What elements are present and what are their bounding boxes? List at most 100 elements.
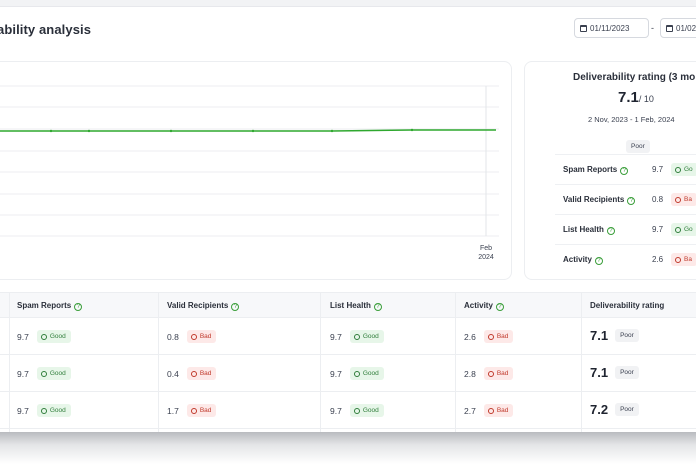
rating-row-value: 0.8 (652, 195, 664, 204)
help-circle-icon[interactable]: ? (74, 303, 83, 311)
poor-badge: Poor (615, 329, 639, 342)
smile-face-icon (675, 226, 681, 233)
help-circle-icon[interactable]: ? (594, 257, 603, 265)
cell-value: 9.7 (330, 368, 342, 379)
sad-face-icon (487, 333, 494, 340)
cell-health: 9.7 Good (330, 330, 384, 343)
column-divider (9, 292, 10, 432)
date-separator: - (651, 23, 654, 33)
badge-text: Bad (199, 407, 212, 414)
header-valid-recipients[interactable]: Valid Recipients? (167, 301, 240, 311)
help-circle-icon[interactable]: ? (495, 303, 504, 311)
sad-face-icon (190, 370, 197, 377)
cell-spam: 9.7 Good (17, 404, 71, 417)
smile-face-icon (40, 333, 47, 340)
bad-badge: Bad (186, 330, 217, 343)
smile-face-icon (353, 370, 360, 377)
rating-card-title: Deliverability rating (3 mo (573, 72, 696, 83)
cell-rating: 7.1 Poor (590, 365, 639, 380)
x-tick-label-month: Feb (480, 245, 492, 252)
header-text: List Health (330, 301, 371, 310)
cell-rating: 7.1 Poor (590, 328, 639, 343)
badge-text: Bad (496, 333, 509, 340)
calendar-icon (580, 24, 587, 32)
cell-value: 9.7 (17, 331, 29, 342)
date-to-input[interactable]: 01/02 (660, 18, 696, 38)
column-divider (158, 292, 159, 432)
rating-row-label: Activity? (563, 255, 603, 265)
badge-text: Bad (199, 333, 212, 340)
sad-face-icon (487, 407, 494, 414)
cell-value: 9.7 (17, 368, 29, 379)
bad-badge: Bad (483, 367, 514, 380)
table-row[interactable]: 9.7 Good 1.7 Bad 9.7 Good 2.7 Bad 7.2 Poor (0, 392, 696, 429)
good-badge: Good (36, 330, 71, 343)
smile-face-icon (40, 407, 47, 414)
cell-value: 2.6 (464, 331, 476, 342)
bad-badge: Bad (483, 330, 514, 343)
help-circle-icon[interactable]: ? (231, 303, 240, 311)
badge-text: Good (49, 370, 66, 377)
sad-face-icon (487, 370, 494, 377)
cell-rating: 7.2 Poor (590, 402, 639, 417)
cell-value: 0.4 (167, 368, 179, 379)
table-header: Spam Reports? Valid Recipients? List Hea… (0, 292, 696, 318)
cell-value: 1.7 (167, 405, 179, 416)
smile-face-icon (675, 166, 681, 173)
smile-face-icon (353, 333, 360, 340)
good-badge: Good (349, 367, 384, 380)
calendar-icon (666, 24, 673, 32)
badge-text: Ba (684, 256, 692, 263)
cell-valid: 0.4 Bad (167, 367, 217, 380)
cell-activity: 2.7 Bad (464, 404, 514, 417)
header-spam-reports[interactable]: Spam Reports? (17, 301, 83, 311)
cell-value: 9.7 (330, 331, 342, 342)
rating-score: 7.1/ 10 (618, 89, 654, 106)
help-circle-icon[interactable]: ? (606, 227, 615, 235)
column-divider (455, 292, 456, 432)
data-point (251, 129, 255, 133)
header-deliverability-rating[interactable]: Deliverability rating (590, 301, 665, 310)
cell-value: 0.8 (167, 331, 179, 342)
rating-row-value: 9.7 (652, 165, 664, 174)
header-text: Spam Reports (17, 301, 72, 310)
bad-badge: Bad (186, 367, 217, 380)
rating-card: Deliverability rating (3 mo 7.1/ 10 2 No… (524, 61, 696, 280)
badge-text: Go (684, 226, 693, 233)
cell-health: 9.7 Good (330, 404, 384, 417)
chart-gridlines (0, 85, 499, 237)
badge-text: Go (684, 166, 693, 173)
good-badge: Good (36, 367, 71, 380)
header-activity[interactable]: Activity? (464, 301, 504, 311)
table-row[interactable]: 9.7 Good 0.4 Bad 9.7 Good 2.8 Bad 7.1 Poor (0, 355, 696, 392)
cell-spam: 9.7 Good (17, 367, 71, 380)
good-badge: Good (349, 404, 384, 417)
badge-text: Good (362, 370, 379, 377)
cell-valid: 1.7 Bad (167, 404, 217, 417)
badge-text: Good (362, 407, 379, 414)
metrics-table: Spam Reports? Valid Recipients? List Hea… (0, 292, 696, 432)
rating-row-label-text: Activity (563, 255, 592, 264)
good-badge: Good (349, 330, 384, 343)
smile-face-icon (353, 407, 360, 414)
header-text: Activity (464, 301, 493, 310)
smile-face-icon (40, 370, 47, 377)
table-row[interactable]: 9.7 Good 0.8 Bad 9.7 Good 2.6 Bad 7.1 Poor (0, 318, 696, 355)
rating-date-range: 2 Nov, 2023 - 1 Feb, 2024 (588, 115, 675, 124)
sad-face-icon (190, 333, 197, 340)
help-circle-icon[interactable]: ? (620, 167, 629, 175)
badge-text: Good (49, 333, 66, 340)
page-title: ability analysis (0, 22, 92, 37)
bad-badge: Bad (186, 404, 217, 417)
header-list-health[interactable]: List Health? (330, 301, 382, 311)
cell-value: 2.8 (464, 368, 476, 379)
date-from-input[interactable]: 01/11/2023 (574, 18, 649, 38)
rating-row-label: List Health? (563, 225, 615, 235)
badge-text: Bad (496, 407, 509, 414)
bad-badge: Ba (671, 253, 696, 266)
badge-text: Bad (199, 370, 212, 377)
help-circle-icon[interactable]: ? (373, 303, 382, 311)
help-circle-icon[interactable]: ? (627, 197, 636, 205)
rating-row-spam: Spam Reports? 9.7 Go (555, 154, 696, 183)
cell-spam: 9.7 Good (17, 330, 71, 343)
